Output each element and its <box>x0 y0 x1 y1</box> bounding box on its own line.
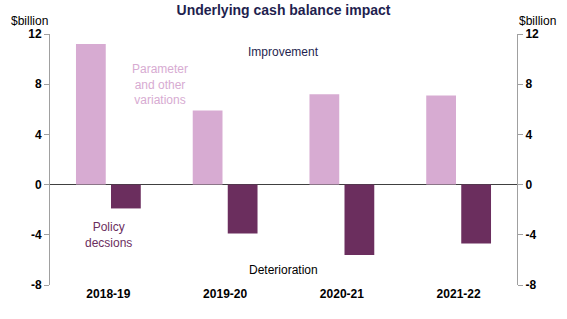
svg-text:-8: -8 <box>31 278 42 292</box>
svg-text:4: 4 <box>525 128 532 142</box>
svg-text:2020-21: 2020-21 <box>320 287 364 301</box>
svg-text:0: 0 <box>35 178 42 192</box>
svg-text:Parameterand othervariations: Parameterand othervariations <box>132 62 188 107</box>
svg-text:Underlying cash balance impact: Underlying cash balance impact <box>177 2 391 18</box>
svg-text:4: 4 <box>35 128 42 142</box>
svg-text:12: 12 <box>28 27 42 41</box>
svg-text:Policydecsions: Policydecsions <box>85 220 132 250</box>
svg-text:-4: -4 <box>31 228 42 242</box>
svg-text:Improvement: Improvement <box>248 45 319 59</box>
svg-text:-4: -4 <box>525 228 536 242</box>
svg-text:2019-20: 2019-20 <box>203 287 247 301</box>
svg-text:8: 8 <box>525 77 532 91</box>
svg-text:2018-19: 2018-19 <box>86 287 130 301</box>
svg-text:$billion: $billion <box>11 14 48 28</box>
svg-text:Deterioration: Deterioration <box>249 263 318 277</box>
svg-text:8: 8 <box>35 77 42 91</box>
svg-text:$billion: $billion <box>519 14 556 28</box>
svg-text:0: 0 <box>525 178 532 192</box>
svg-text:12: 12 <box>525 27 539 41</box>
svg-text:2021-22: 2021-22 <box>437 287 481 301</box>
svg-text:-8: -8 <box>525 278 536 292</box>
